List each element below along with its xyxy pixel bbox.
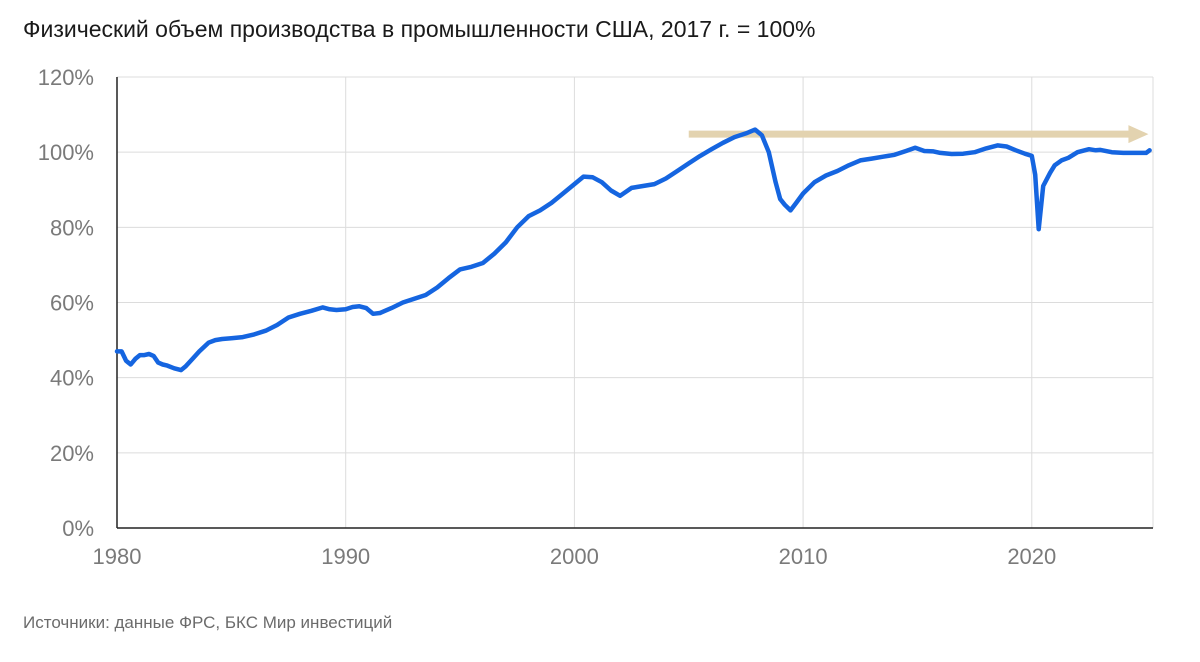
- trend-arrow-head: [1128, 125, 1149, 144]
- x-tick-label: 2010: [779, 544, 828, 569]
- x-axis-ticks: 1980 1990 2000 2010 2020: [93, 544, 1057, 569]
- y-tick-label: 60%: [50, 291, 94, 316]
- y-tick-label: 0%: [62, 516, 94, 541]
- x-tick-label: 2000: [550, 544, 599, 569]
- source-note: Источники: данные ФРС, БКС Мир инвестици…: [23, 613, 393, 632]
- y-tick-label: 120%: [38, 65, 94, 90]
- x-tick-label: 2020: [1007, 544, 1056, 569]
- y-tick-label: 100%: [38, 140, 94, 165]
- y-tick-label: 40%: [50, 366, 94, 391]
- x-tick-label: 1990: [321, 544, 370, 569]
- grid-lines: [116, 76, 1154, 528]
- series-line-industrial-production: [114, 127, 1152, 373]
- y-tick-label: 80%: [50, 215, 94, 240]
- y-axis-ticks: 0% 20% 40% 60% 80% 100% 120%: [38, 65, 94, 541]
- y-tick-label: 20%: [50, 441, 94, 466]
- chart-title: Физический объем производства в промышле…: [23, 16, 816, 42]
- axes: [116, 77, 1153, 529]
- x-tick-label: 1980: [93, 544, 142, 569]
